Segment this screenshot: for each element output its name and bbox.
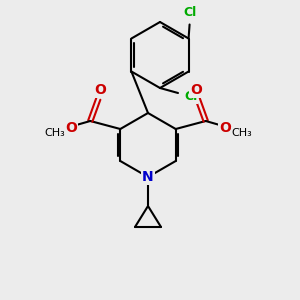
- Text: CH₃: CH₃: [231, 128, 252, 138]
- Text: O: O: [219, 121, 231, 135]
- Text: Cl: Cl: [184, 91, 198, 103]
- Text: O: O: [65, 121, 77, 135]
- Text: O: O: [94, 83, 106, 97]
- Text: N: N: [142, 170, 154, 184]
- Text: Cl: Cl: [183, 6, 196, 19]
- Text: CH₃: CH₃: [44, 128, 65, 138]
- Text: O: O: [190, 83, 202, 97]
